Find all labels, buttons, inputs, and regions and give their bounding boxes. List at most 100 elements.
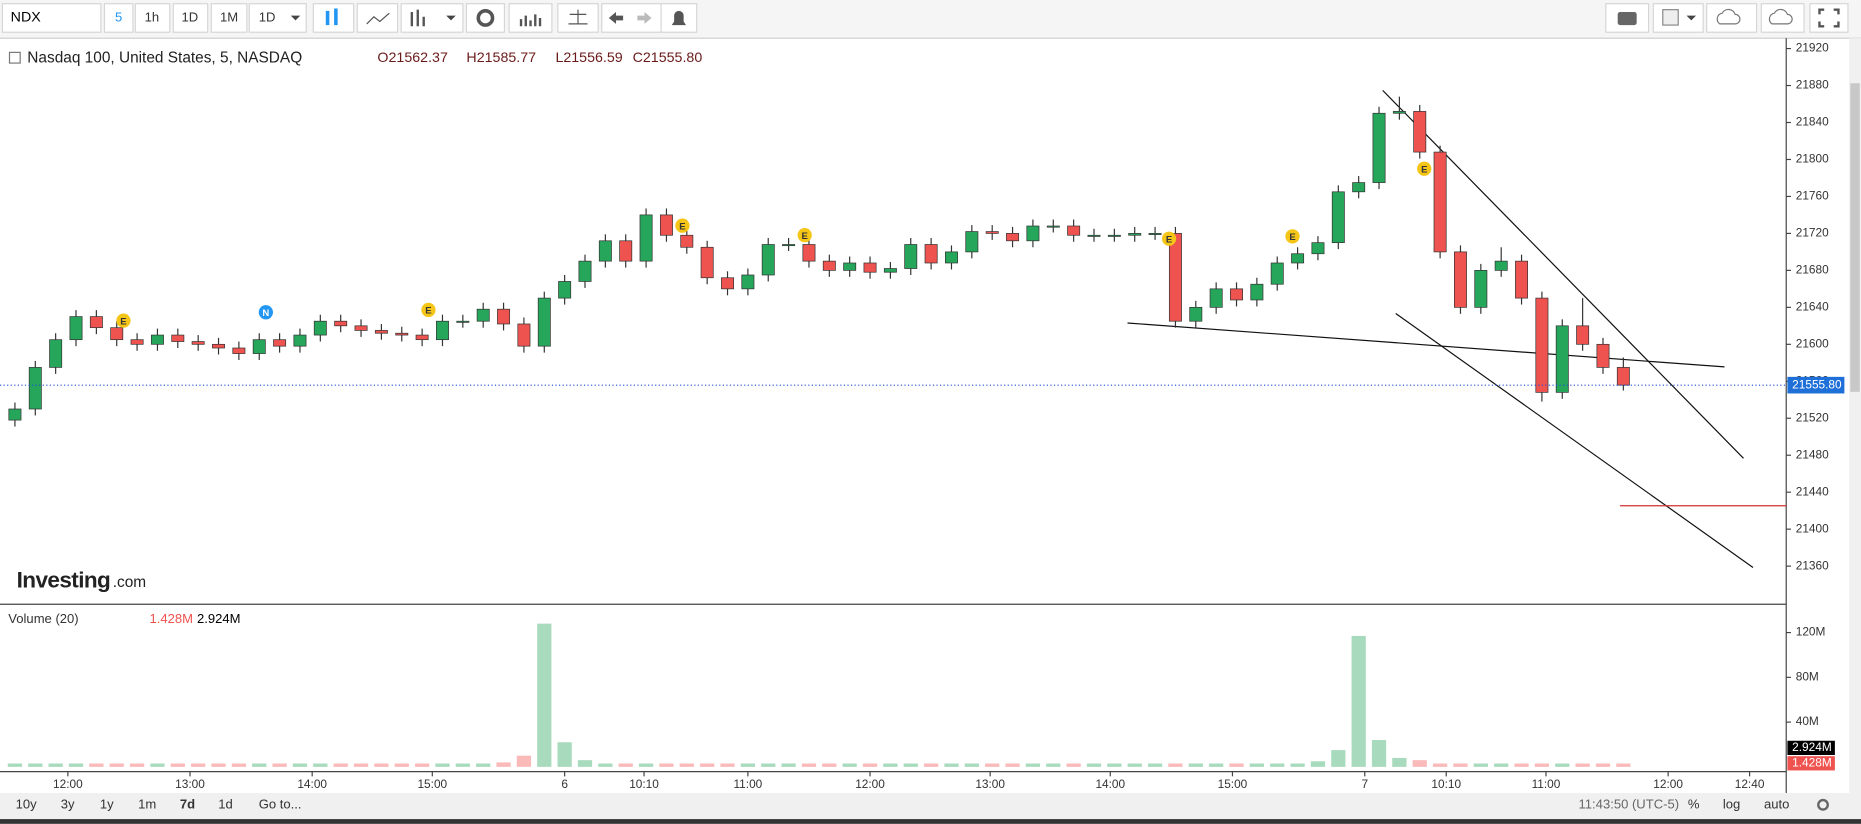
event-marker[interactable] <box>116 313 131 328</box>
x-tick-label: 12:00 <box>1653 777 1683 791</box>
y-tick-label: 21760 <box>1796 189 1829 203</box>
candle-body <box>761 244 775 276</box>
y-tick-label: 21840 <box>1796 115 1829 129</box>
volume-current-label: 1.428M <box>1792 755 1832 769</box>
option-button[interactable]: auto <box>1764 796 1789 811</box>
event-marker[interactable] <box>675 218 690 233</box>
save-button[interactable] <box>1760 3 1805 33</box>
candle-body <box>1616 367 1630 386</box>
candle-body <box>639 214 653 262</box>
candle-body <box>1230 288 1243 301</box>
volume-bar <box>862 763 878 767</box>
layout-button[interactable] <box>1652 3 1704 33</box>
event-marker[interactable] <box>797 228 812 243</box>
range-button[interactable]: 7d <box>180 796 195 811</box>
volume-bar <box>618 763 633 767</box>
candle-body <box>1433 151 1447 253</box>
range-button[interactable]: 1m <box>138 796 156 811</box>
event-label: E <box>425 306 431 317</box>
candle-body <box>130 339 144 345</box>
candle-body <box>497 308 511 325</box>
volume-bar <box>7 763 23 767</box>
scrollbar-thumb[interactable] <box>1850 83 1860 392</box>
event-label: E <box>1421 164 1427 175</box>
volume-bar <box>1005 763 1020 767</box>
volume-average-label: 2.924M <box>1792 740 1832 754</box>
trend-line[interactable] <box>1127 322 1725 368</box>
dropdown-arrow <box>446 15 456 21</box>
volume-name: Volume (20) <box>8 611 78 626</box>
volume-bar <box>252 763 267 767</box>
volume-bar <box>353 763 369 767</box>
range-button[interactable]: 10y <box>16 796 38 811</box>
collapse-toggle[interactable] <box>8 51 21 64</box>
goto-button[interactable]: Go to... <box>259 796 302 811</box>
volume-bar <box>1351 635 1366 767</box>
candle-type-button[interactable] <box>312 3 355 33</box>
volume-bar <box>496 762 511 767</box>
event-marker[interactable] <box>421 302 436 318</box>
candle-body <box>1291 253 1305 264</box>
event-marker[interactable] <box>1161 231 1177 246</box>
volume-bar <box>1494 763 1509 767</box>
range-button[interactable]: 3y <box>61 796 75 811</box>
candle-body <box>1006 233 1020 242</box>
volume-bar <box>1453 763 1468 767</box>
volume-bar <box>1473 763 1488 767</box>
event-marker[interactable] <box>1417 161 1432 176</box>
event-marker[interactable] <box>258 305 273 320</box>
ohlc-low: L21556.59 <box>555 50 622 66</box>
trend-line[interactable] <box>1382 89 1744 459</box>
ohlc-high: H21585.77 <box>466 50 536 66</box>
range-button[interactable]: 1d <box>218 796 233 811</box>
trend-line[interactable] <box>1395 313 1754 568</box>
volume-bar <box>1432 763 1448 767</box>
settings-button[interactable] <box>465 3 506 33</box>
volume-bar <box>577 760 593 767</box>
candle-body <box>395 332 409 336</box>
event-label: E <box>1289 232 1295 243</box>
x-tick-label: 15:00 <box>417 777 447 791</box>
candle-body <box>252 339 266 354</box>
volume-bar <box>964 763 979 767</box>
candle-body <box>1128 233 1142 236</box>
indicator-button[interactable] <box>356 3 399 33</box>
volume-bar <box>1412 760 1427 767</box>
settings-icon[interactable] <box>1817 798 1829 811</box>
interval-button[interactable] <box>134 3 171 33</box>
load-button[interactable] <box>1706 3 1758 33</box>
volume-bar <box>1147 763 1163 767</box>
interval-button[interactable] <box>172 3 209 33</box>
symbol-input[interactable] <box>1 3 102 33</box>
window-edge <box>0 819 1861 824</box>
candle-body <box>904 244 918 269</box>
dropdown-arrow <box>1686 15 1697 21</box>
candle-body <box>741 274 755 290</box>
option-button[interactable]: log <box>1723 796 1740 811</box>
option-button[interactable]: % <box>1688 796 1700 811</box>
volume-bar <box>1086 763 1102 767</box>
studies-button[interactable] <box>508 3 553 33</box>
interval-button[interactable] <box>210 3 248 33</box>
volume-bar <box>211 763 226 767</box>
candle-body <box>313 320 327 336</box>
volume-bar <box>1270 763 1285 767</box>
volume-bar <box>435 763 450 767</box>
range-button[interactable]: 1y <box>100 796 114 811</box>
event-marker[interactable] <box>1285 229 1300 244</box>
candle-body <box>1026 225 1040 242</box>
icon <box>568 9 588 25</box>
interval-button[interactable] <box>103 3 134 33</box>
volume-bar <box>1188 763 1203 767</box>
volume-bar <box>1595 763 1611 767</box>
draw-button[interactable] <box>400 3 464 33</box>
volume-bar <box>1371 740 1387 767</box>
fullscreen-button[interactable] <box>1809 3 1849 33</box>
x-tick-label: 13:00 <box>175 777 205 791</box>
candle-body <box>171 334 185 342</box>
volume-bar <box>1209 763 1224 767</box>
x-tick-label: 6 <box>561 777 568 791</box>
volume-bar <box>700 763 715 767</box>
candle-body <box>1576 325 1590 345</box>
